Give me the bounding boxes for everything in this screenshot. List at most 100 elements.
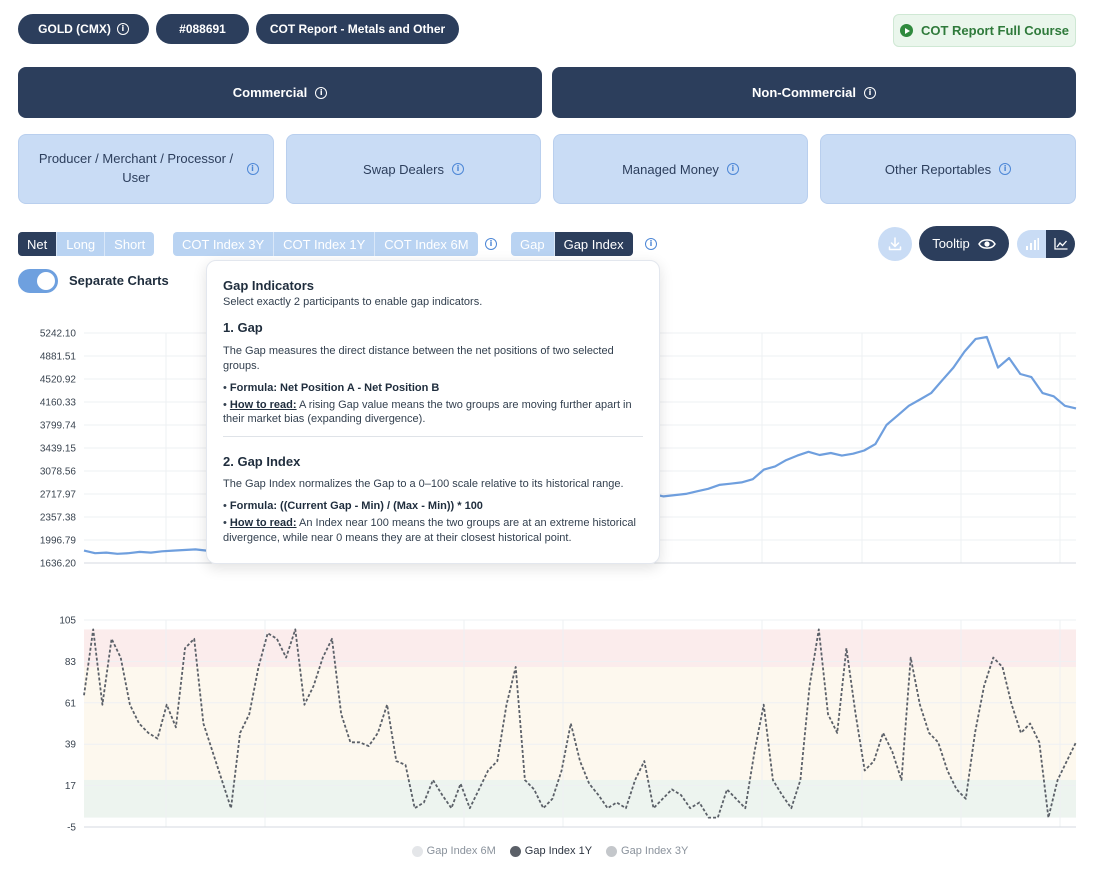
legend-label: Gap Index 1Y [524,845,593,857]
gap-heading: 1. Gap [223,320,263,336]
y-tick-label: 5242.10 [40,329,77,340]
report-label: COT Report - Metals and Other [269,22,446,36]
y-tick-label: 2717.97 [40,490,77,501]
download-button[interactable] [878,227,912,261]
gap-button[interactable]: Gap [511,232,555,256]
gap-index-read-item: • How to read: An Index near 100 means t… [223,517,636,544]
bar-chart-button[interactable] [1017,230,1046,258]
y-tick-label: 1996.79 [40,536,77,547]
info-icon[interactable]: i [864,86,877,99]
participant-producer[interactable]: Producer / Merchant / Processor / User i [18,134,274,204]
participant-label: Other Reportables [884,161,992,177]
zone-band [84,779,1076,818]
commercial-tab[interactable]: Commercial i [18,67,542,118]
gap-index-description: The Gap Index normalizes the Gap to a 0–… [223,477,624,490]
tooltip-label: Tooltip [932,236,970,251]
gap-index-heading: 2. Gap Index [223,453,301,469]
y-tick-label: 2357.38 [40,513,77,524]
course-button[interactable]: COT Report Full Course [893,14,1076,47]
y-tick-label: 3439.15 [40,444,77,455]
info-icon[interactable]: i [246,163,259,175]
popover-subtitle: Select exactly 2 participants to enable … [223,296,483,308]
legend-label: Gap Index 3Y [621,845,689,857]
cot-index-1y-button[interactable]: COT Index 1Y [274,232,376,256]
participant-managed-money[interactable]: Managed Money i [553,134,808,204]
info-icon[interactable]: i [999,163,1012,175]
y-tick-label: 4881.51 [40,352,77,363]
gap-chart-legend: Gap Index 6M Gap Index 1Y Gap Index 3Y [0,845,1100,857]
gap-read-item: • How to read: A rising Gap value means … [223,399,632,426]
position-segment: Net Long Short [18,232,155,256]
legend-label: Gap Index 6M [426,845,496,857]
legend-item-6m[interactable]: Gap Index 6M [411,845,496,857]
line-chart-icon [1053,238,1067,250]
download-icon [888,237,902,251]
popover-divider [223,435,643,437]
y-tick-label: 3799.74 [40,421,77,432]
participant-other-reportables[interactable]: Other Reportables i [820,134,1076,204]
line-chart-button[interactable] [1046,230,1075,258]
info-icon[interactable]: i [451,163,464,175]
legend-dot [509,845,521,857]
gap-formula: Formula: Net Position A - Net Position B [229,381,440,394]
asset-pill[interactable]: GOLD (CMX) i [18,14,149,44]
bar-chart-icon [1025,238,1039,250]
participant-swap-dealers[interactable]: Swap Dealers i [286,134,541,204]
legend-item-3y[interactable]: Gap Index 3Y [606,845,688,857]
code-label: #088691 [179,22,226,36]
gap-index-button[interactable]: Gap Index [554,232,633,256]
gap-formula-item: • Formula: Net Position A - Net Position… [223,381,440,394]
y-tick-label: 4160.33 [40,398,77,409]
short-button[interactable]: Short [105,232,155,256]
gap-index-formula: Formula: ((Current Gap - Min) / (Max - M… [229,500,483,513]
code-pill[interactable]: #088691 [156,14,249,44]
cot-index-3y-button[interactable]: COT Index 3Y [173,232,275,256]
info-icon[interactable]: i [645,238,657,250]
how-to-read-label: How to read: [229,399,297,412]
info-icon[interactable]: i [116,23,129,35]
asset-label: GOLD (CMX) [38,22,111,36]
commercial-label: Commercial [232,85,308,100]
participant-label: Producer / Merchant / Processor / User [38,151,234,185]
play-icon [899,24,913,37]
y-tick-label: 39 [65,740,77,751]
how-to-read-label: How to read: [229,517,297,530]
cot-index-segment: COT Index 3Y COT Index 1Y COT Index 6M [173,232,478,256]
info-icon[interactable]: i [485,238,497,250]
legend-dot [411,845,423,857]
long-button[interactable]: Long [57,232,106,256]
net-button[interactable]: Net [18,232,58,256]
gap-segment: Gap Gap Index [511,232,633,256]
separate-charts-switch[interactable] [18,269,58,293]
y-tick-label: 17 [65,781,77,792]
y-tick-label: 105 [59,616,76,627]
zone-band [84,667,1076,780]
legend-item-1y[interactable]: Gap Index 1Y [509,845,593,857]
participant-label: Managed Money [622,161,719,177]
y-tick-label: 61 [65,698,77,709]
legend-dot [606,845,618,857]
y-tick-label: 1636.20 [40,559,77,570]
info-icon[interactable]: i [315,86,328,99]
y-tick-label: 4520.92 [40,375,77,386]
info-icon[interactable]: i [726,163,739,175]
popover-title: Gap Indicators [223,278,315,293]
report-pill[interactable]: COT Report - Metals and Other [256,14,459,44]
non-commercial-label: Non-Commercial [751,85,857,100]
non-commercial-tab[interactable]: Non-Commercial i [552,67,1076,118]
participant-label: Swap Dealers [363,161,444,177]
separate-charts-label: Separate Charts [69,273,169,288]
gap-description: The Gap measures the direct distance bet… [223,345,614,372]
gap-read-text: A rising Gap value means the two groups … [223,399,632,426]
y-tick-label: -5 [67,823,76,834]
y-tick-label: 83 [65,657,77,668]
gap-indicators-popover: Gap Indicators Select exactly 2 particip… [206,260,660,564]
gap-index-read-text: An Index near 100 means the two groups a… [223,517,636,544]
cot-index-6m-button[interactable]: COT Index 6M [375,232,478,256]
eye-icon [977,238,996,249]
chart-type-toggle [1017,230,1075,258]
tooltip-toggle[interactable]: Tooltip [919,226,1009,261]
gap-index-formula-item: • Formula: ((Current Gap - Min) / (Max -… [223,500,483,513]
course-label: COT Report Full Course [920,23,1070,38]
gap-index-line [83,628,1077,819]
